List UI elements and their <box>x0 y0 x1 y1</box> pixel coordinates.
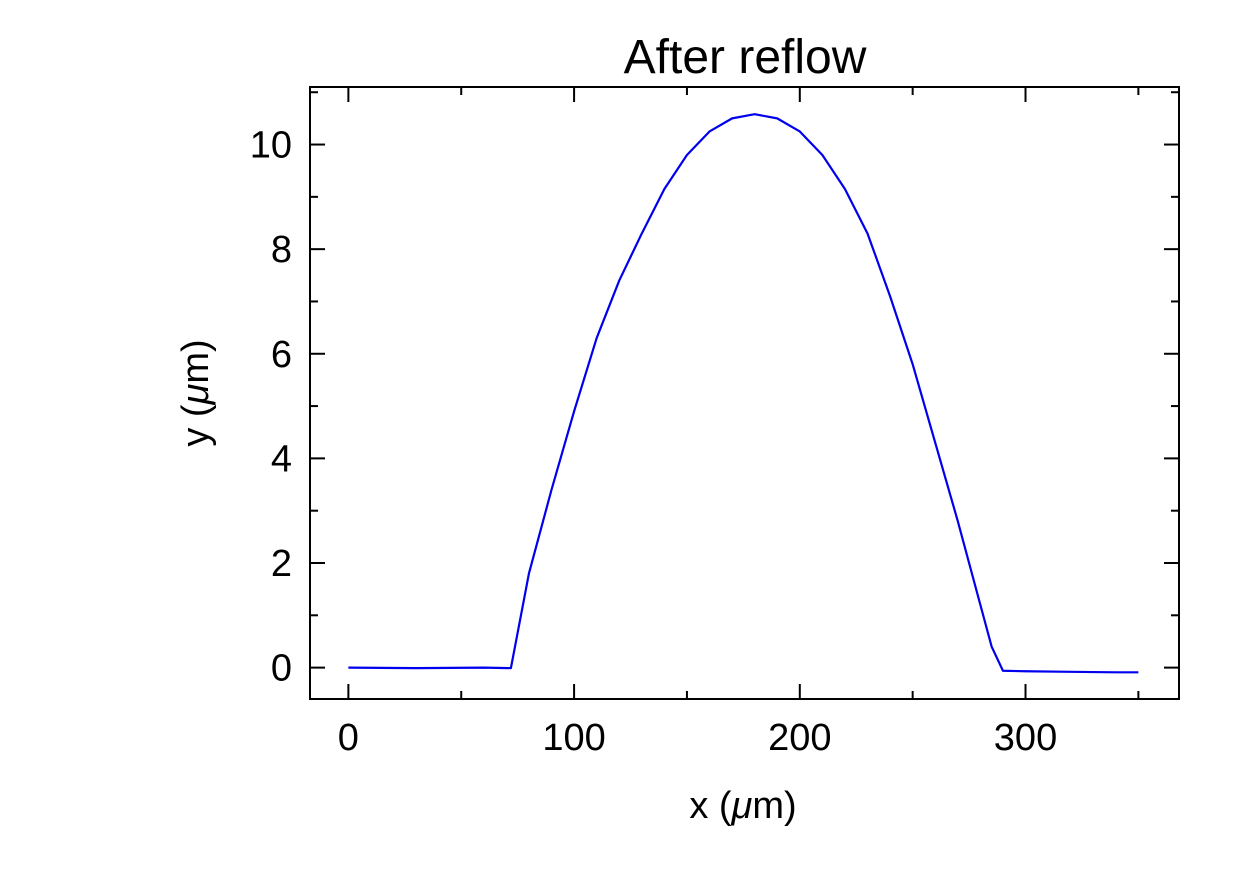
y-axis-label-unit: m) <box>175 339 217 383</box>
x-axis-label-prefix: x ( <box>689 785 732 827</box>
chart-title: After reflow <box>624 31 867 84</box>
x-axis-label-unit: m) <box>752 785 796 827</box>
tick-labels: 0 100 200 300 0 2 4 6 8 10 <box>250 125 1057 759</box>
x-axis-label: x (μm) <box>689 785 796 827</box>
axis-ticks <box>310 87 1179 699</box>
plot-frame <box>309 86 1180 700</box>
y-tick-label: 8 <box>271 229 292 271</box>
y-tick-label: 2 <box>271 543 292 585</box>
y-axis-label-mu: μ <box>175 383 217 405</box>
x-tick-label: 0 <box>338 717 359 759</box>
y-tick-label: 10 <box>250 125 292 167</box>
x-axis-label-mu: μ <box>731 785 753 827</box>
series-line <box>348 113 1139 674</box>
y-axis-label-prefix: y ( <box>175 404 217 447</box>
y-axis-label: y (μm) <box>175 339 217 446</box>
x-tick-label: 300 <box>994 717 1057 759</box>
y-tick-label: 6 <box>271 334 292 376</box>
y-tick-label: 0 <box>271 648 292 690</box>
x-tick-label: 200 <box>768 717 831 759</box>
y-tick-label: 4 <box>271 438 292 480</box>
x-tick-label: 100 <box>542 717 605 759</box>
